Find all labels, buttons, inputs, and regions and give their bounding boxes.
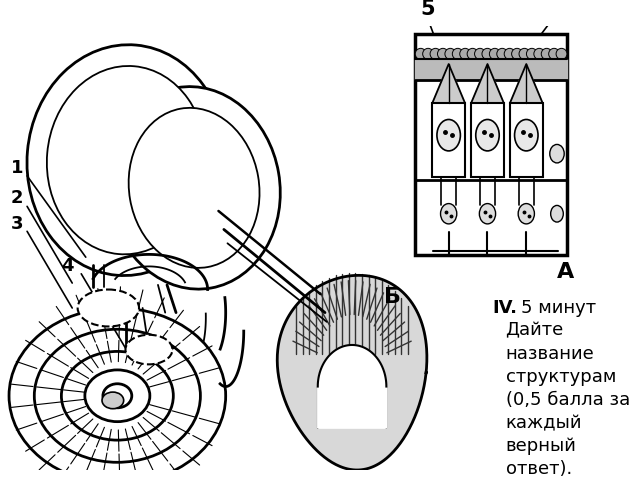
Circle shape xyxy=(504,48,515,60)
Ellipse shape xyxy=(129,108,260,268)
Circle shape xyxy=(467,48,478,60)
Polygon shape xyxy=(471,64,504,103)
Circle shape xyxy=(556,48,567,60)
Circle shape xyxy=(534,48,545,60)
Text: 1: 1 xyxy=(11,159,23,177)
Text: А: А xyxy=(557,262,574,282)
Polygon shape xyxy=(318,345,387,428)
Text: название: название xyxy=(506,345,595,363)
Circle shape xyxy=(490,48,500,60)
Circle shape xyxy=(460,48,470,60)
Circle shape xyxy=(438,48,449,60)
Ellipse shape xyxy=(125,335,172,364)
Text: 2: 2 xyxy=(11,189,23,207)
Text: (0,5 балла за: (0,5 балла за xyxy=(506,391,630,409)
Text: ответ).: ответ). xyxy=(506,460,572,479)
Ellipse shape xyxy=(85,370,150,421)
Text: 5: 5 xyxy=(420,0,435,19)
Text: IV.: IV. xyxy=(492,299,517,317)
Circle shape xyxy=(548,48,559,60)
Circle shape xyxy=(482,48,493,60)
Circle shape xyxy=(452,48,463,60)
Circle shape xyxy=(519,48,530,60)
Circle shape xyxy=(422,48,433,60)
Text: 5 минут: 5 минут xyxy=(521,299,596,317)
Polygon shape xyxy=(433,64,465,103)
Circle shape xyxy=(474,48,485,60)
Ellipse shape xyxy=(515,120,538,151)
Ellipse shape xyxy=(103,384,132,408)
Ellipse shape xyxy=(550,205,563,222)
Ellipse shape xyxy=(77,289,139,326)
Text: Дайте: Дайте xyxy=(506,322,564,340)
Ellipse shape xyxy=(35,329,200,462)
Text: 3: 3 xyxy=(11,215,23,232)
Ellipse shape xyxy=(518,204,534,224)
Bar xyxy=(471,103,504,177)
Ellipse shape xyxy=(108,86,280,289)
Bar xyxy=(510,103,543,177)
Text: верный: верный xyxy=(506,437,577,456)
Ellipse shape xyxy=(47,66,206,254)
Circle shape xyxy=(415,48,426,60)
Text: 4: 4 xyxy=(61,257,74,275)
Bar xyxy=(415,60,567,80)
Polygon shape xyxy=(277,276,427,470)
Text: каждый: каждый xyxy=(506,414,582,432)
Bar xyxy=(433,103,465,177)
Circle shape xyxy=(430,48,441,60)
Ellipse shape xyxy=(440,204,457,224)
Ellipse shape xyxy=(9,308,226,480)
Circle shape xyxy=(445,48,456,60)
Ellipse shape xyxy=(476,120,499,151)
Ellipse shape xyxy=(437,120,460,151)
Circle shape xyxy=(511,48,522,60)
Polygon shape xyxy=(510,64,543,103)
Circle shape xyxy=(527,48,537,60)
Text: структурам: структурам xyxy=(506,368,616,386)
Ellipse shape xyxy=(550,144,564,163)
Circle shape xyxy=(541,48,552,60)
Ellipse shape xyxy=(102,392,124,408)
Ellipse shape xyxy=(27,45,226,276)
Ellipse shape xyxy=(61,351,173,440)
Text: Б: Б xyxy=(383,288,401,307)
Bar xyxy=(415,34,567,255)
Ellipse shape xyxy=(479,204,495,224)
Circle shape xyxy=(497,48,508,60)
